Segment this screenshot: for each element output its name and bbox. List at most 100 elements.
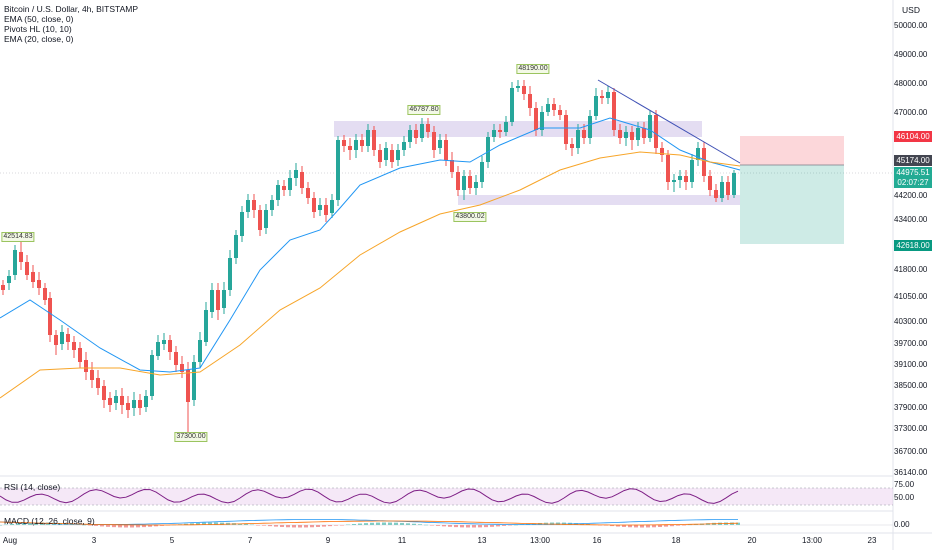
macd-line [0,519,738,525]
macd-histogram-bar [298,525,302,528]
candle-body [300,172,304,188]
candle-body [72,342,76,350]
candle-body [25,262,29,275]
price-label: 37900.00 [894,403,928,412]
candle-body [696,148,700,160]
candle-body [330,200,334,213]
candle-body [37,280,41,288]
candle-body [366,130,370,146]
rsi-legend[interactable]: RSI (14, close) [4,482,61,492]
candle-body [534,108,538,130]
time-label: Aug [2,536,18,545]
candle-body [582,130,586,138]
legend-pivots[interactable]: Pivots HL (10, 10) [4,24,72,34]
countdown-tag: 02:07:27 [894,177,932,188]
entry-price-tag: 45174.00 [894,155,932,166]
candle-body [342,140,346,146]
macd-histogram-bar [34,522,38,525]
macd-histogram-bar [418,524,422,525]
macd-histogram-bar [472,525,476,528]
candle-body [78,348,82,362]
candle-body [690,160,694,182]
candle-body [306,188,310,198]
macd-histogram-bar [310,525,314,528]
candle-body [84,360,88,372]
macd-histogram-bar [688,524,692,526]
candle-body [708,176,712,190]
macd-histogram-bar [268,525,272,527]
legend-ema20[interactable]: EMA (20, close, 0) [4,34,74,44]
time-label: 13 [477,536,487,545]
legend-ema50[interactable]: EMA (50, close, 0) [4,14,74,24]
candle-body [510,88,514,122]
candle-body [618,130,622,138]
candle-body [624,132,628,138]
candle-body [390,150,394,162]
macd-histogram-bar [184,523,188,525]
candle-body [102,386,106,400]
time-label: 13:00 [801,536,823,545]
macd-histogram-bar [304,525,308,528]
candle-body [336,140,340,200]
candle-body [288,178,292,190]
candle-body [168,340,172,352]
candle-body [540,112,544,130]
candle-body [558,110,562,115]
candle-body [642,128,646,138]
candle-body [54,335,58,345]
candle-body [210,290,214,312]
candle-body [216,290,220,310]
candle-body [228,258,232,290]
macd-histogram-bar [16,523,20,525]
macd-histogram-bar [460,525,464,528]
candle-body [192,362,196,400]
macd-histogram-bar [292,525,296,528]
price-label: 37300.00 [894,424,928,433]
macd-histogram-bar [244,524,248,525]
macd-legend[interactable]: MACD (12, 26, close, 9) [4,516,95,526]
candle-body [432,132,436,150]
candle-body [666,155,670,182]
price-label: 39700.00 [894,339,928,348]
macd-histogram-bar [250,524,254,526]
macd-histogram-bar [286,525,290,528]
macd-histogram-bar [262,525,266,526]
macd-histogram-bar [484,525,488,528]
macd-histogram-bar [22,523,26,525]
macd-histogram-bar [136,525,140,528]
macd-histogram-bar [370,522,374,525]
candle-body [198,340,202,362]
candle-body [408,130,412,142]
candle-body [600,96,604,98]
pivot-high-label: 48190.00 [516,64,550,74]
candle-body [31,272,35,282]
macd-histogram-bar [208,522,212,525]
macd-histogram-bar [322,525,326,527]
ema20-line [0,117,741,373]
macd-histogram-bar [202,522,206,525]
price-label: 49000.00 [894,50,928,59]
macd-histogram-bar [88,525,92,526]
last-price-tag: 44975.51 [894,167,932,178]
macd-histogram-bar [442,525,446,527]
macd-histogram-bar [82,524,86,526]
candle-body [426,124,430,132]
candle-body [150,355,154,396]
candle-body [318,205,322,210]
macd-histogram-bar [214,522,218,525]
candle-body [420,124,424,138]
time-label: 5 [169,536,175,545]
legend-symbol[interactable]: Bitcoin / U.S. Dollar, 4h, BITSTAMP [4,4,138,14]
candle-body [474,182,478,188]
time-label: 9 [325,536,331,545]
candle-body [252,200,256,210]
candle-body [378,150,382,162]
time-label: 20 [747,536,757,545]
candle-body [480,162,484,182]
candle-body [234,235,238,258]
time-label: 3 [91,536,97,545]
macd-histogram-bar [616,525,620,527]
macd-histogram-bar [142,525,146,528]
candle-body [276,185,280,200]
